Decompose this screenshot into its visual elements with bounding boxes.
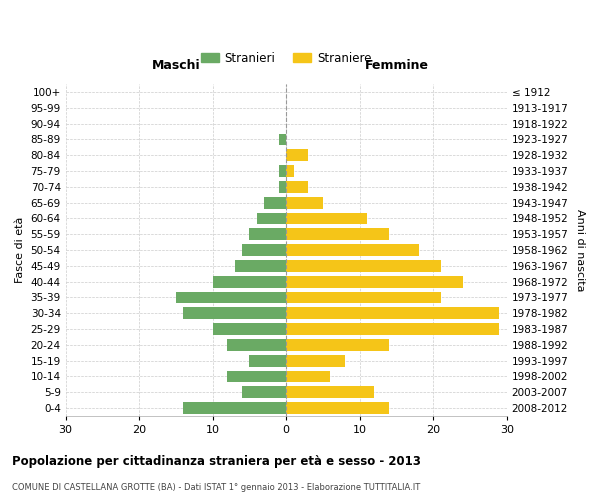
Bar bbox=[286, 196, 323, 208]
Bar bbox=[286, 276, 463, 287]
Legend: Stranieri, Straniere: Stranieri, Straniere bbox=[196, 47, 376, 70]
Bar bbox=[264, 196, 286, 208]
Bar bbox=[286, 323, 499, 335]
Bar bbox=[286, 260, 440, 272]
Bar bbox=[286, 339, 389, 351]
Bar bbox=[286, 292, 440, 304]
Bar bbox=[286, 165, 293, 177]
Bar bbox=[176, 292, 286, 304]
Bar bbox=[235, 260, 286, 272]
Bar bbox=[250, 228, 286, 240]
Bar bbox=[212, 323, 286, 335]
Bar bbox=[227, 370, 286, 382]
Bar bbox=[183, 308, 286, 319]
Bar bbox=[286, 181, 308, 193]
Bar bbox=[212, 276, 286, 287]
Bar bbox=[279, 181, 286, 193]
Bar bbox=[242, 244, 286, 256]
Bar bbox=[183, 402, 286, 414]
Bar bbox=[257, 212, 286, 224]
Bar bbox=[286, 308, 499, 319]
Text: Maschi: Maschi bbox=[152, 58, 200, 71]
Bar bbox=[250, 354, 286, 366]
Text: COMUNE DI CASTELLANA GROTTE (BA) - Dati ISTAT 1° gennaio 2013 - Elaborazione TUT: COMUNE DI CASTELLANA GROTTE (BA) - Dati … bbox=[12, 484, 420, 492]
Bar bbox=[286, 212, 367, 224]
Bar bbox=[279, 165, 286, 177]
Bar bbox=[286, 228, 389, 240]
Bar bbox=[286, 402, 389, 414]
Bar bbox=[286, 150, 308, 161]
Bar bbox=[286, 244, 419, 256]
Bar bbox=[286, 370, 331, 382]
Bar bbox=[286, 386, 374, 398]
Bar bbox=[227, 339, 286, 351]
Bar bbox=[286, 354, 345, 366]
Text: Femmine: Femmine bbox=[364, 58, 428, 71]
Bar bbox=[279, 134, 286, 145]
Y-axis label: Anni di nascita: Anni di nascita bbox=[575, 209, 585, 292]
Bar bbox=[242, 386, 286, 398]
Text: Popolazione per cittadinanza straniera per età e sesso - 2013: Popolazione per cittadinanza straniera p… bbox=[12, 454, 421, 468]
Y-axis label: Fasce di età: Fasce di età bbox=[15, 217, 25, 283]
